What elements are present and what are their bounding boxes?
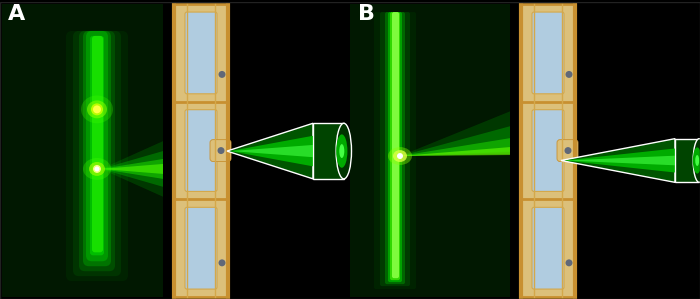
- Ellipse shape: [93, 105, 101, 113]
- Polygon shape: [400, 138, 510, 156]
- Bar: [174, 102, 228, 199]
- FancyBboxPatch shape: [532, 207, 564, 289]
- FancyBboxPatch shape: [92, 36, 103, 252]
- Ellipse shape: [218, 71, 225, 78]
- FancyBboxPatch shape: [392, 12, 399, 278]
- Polygon shape: [230, 136, 313, 166]
- FancyBboxPatch shape: [532, 110, 564, 191]
- Polygon shape: [227, 123, 313, 179]
- Ellipse shape: [693, 139, 700, 182]
- Bar: [620, 2, 700, 299]
- FancyBboxPatch shape: [388, 12, 402, 282]
- Polygon shape: [101, 141, 163, 197]
- Ellipse shape: [393, 150, 407, 162]
- Ellipse shape: [566, 71, 573, 78]
- Bar: [521, 199, 575, 297]
- Ellipse shape: [564, 147, 571, 154]
- Polygon shape: [400, 111, 510, 156]
- Bar: [313, 123, 344, 179]
- Polygon shape: [101, 151, 163, 187]
- FancyBboxPatch shape: [86, 31, 108, 261]
- FancyBboxPatch shape: [185, 110, 217, 191]
- Ellipse shape: [695, 155, 699, 166]
- FancyBboxPatch shape: [210, 140, 231, 161]
- Polygon shape: [101, 159, 163, 179]
- FancyBboxPatch shape: [385, 12, 405, 284]
- Bar: [513, 2, 620, 299]
- FancyBboxPatch shape: [557, 140, 578, 161]
- Bar: [521, 102, 575, 199]
- Ellipse shape: [693, 147, 700, 174]
- Bar: [521, 4, 575, 102]
- Ellipse shape: [87, 100, 107, 118]
- FancyBboxPatch shape: [90, 36, 104, 255]
- Text: A: A: [8, 4, 25, 24]
- Ellipse shape: [93, 165, 101, 173]
- Ellipse shape: [89, 162, 105, 176]
- Ellipse shape: [340, 144, 344, 158]
- Ellipse shape: [81, 95, 113, 123]
- FancyBboxPatch shape: [79, 31, 115, 271]
- FancyBboxPatch shape: [185, 207, 217, 289]
- Bar: [350, 4, 510, 297]
- Polygon shape: [231, 145, 313, 157]
- Polygon shape: [400, 126, 510, 156]
- FancyBboxPatch shape: [532, 12, 564, 94]
- FancyBboxPatch shape: [380, 12, 410, 286]
- FancyBboxPatch shape: [185, 12, 217, 94]
- Ellipse shape: [336, 134, 347, 168]
- Ellipse shape: [336, 123, 351, 179]
- Polygon shape: [400, 147, 510, 156]
- Text: B: B: [358, 4, 375, 24]
- Polygon shape: [561, 139, 675, 182]
- FancyBboxPatch shape: [83, 31, 111, 266]
- FancyBboxPatch shape: [374, 12, 416, 289]
- Ellipse shape: [218, 259, 225, 266]
- Ellipse shape: [91, 103, 103, 115]
- Bar: [675, 139, 699, 182]
- Ellipse shape: [388, 147, 412, 165]
- Ellipse shape: [94, 167, 99, 171]
- Ellipse shape: [218, 147, 225, 154]
- Ellipse shape: [566, 259, 573, 266]
- Polygon shape: [565, 156, 675, 165]
- Bar: [174, 4, 228, 102]
- FancyBboxPatch shape: [66, 31, 128, 281]
- Polygon shape: [101, 164, 163, 174]
- Ellipse shape: [397, 153, 403, 159]
- Bar: [166, 2, 273, 299]
- FancyBboxPatch shape: [73, 31, 121, 276]
- FancyBboxPatch shape: [390, 12, 400, 280]
- Ellipse shape: [83, 158, 111, 180]
- Polygon shape: [564, 149, 675, 173]
- Bar: [2, 4, 163, 297]
- Bar: [174, 199, 228, 297]
